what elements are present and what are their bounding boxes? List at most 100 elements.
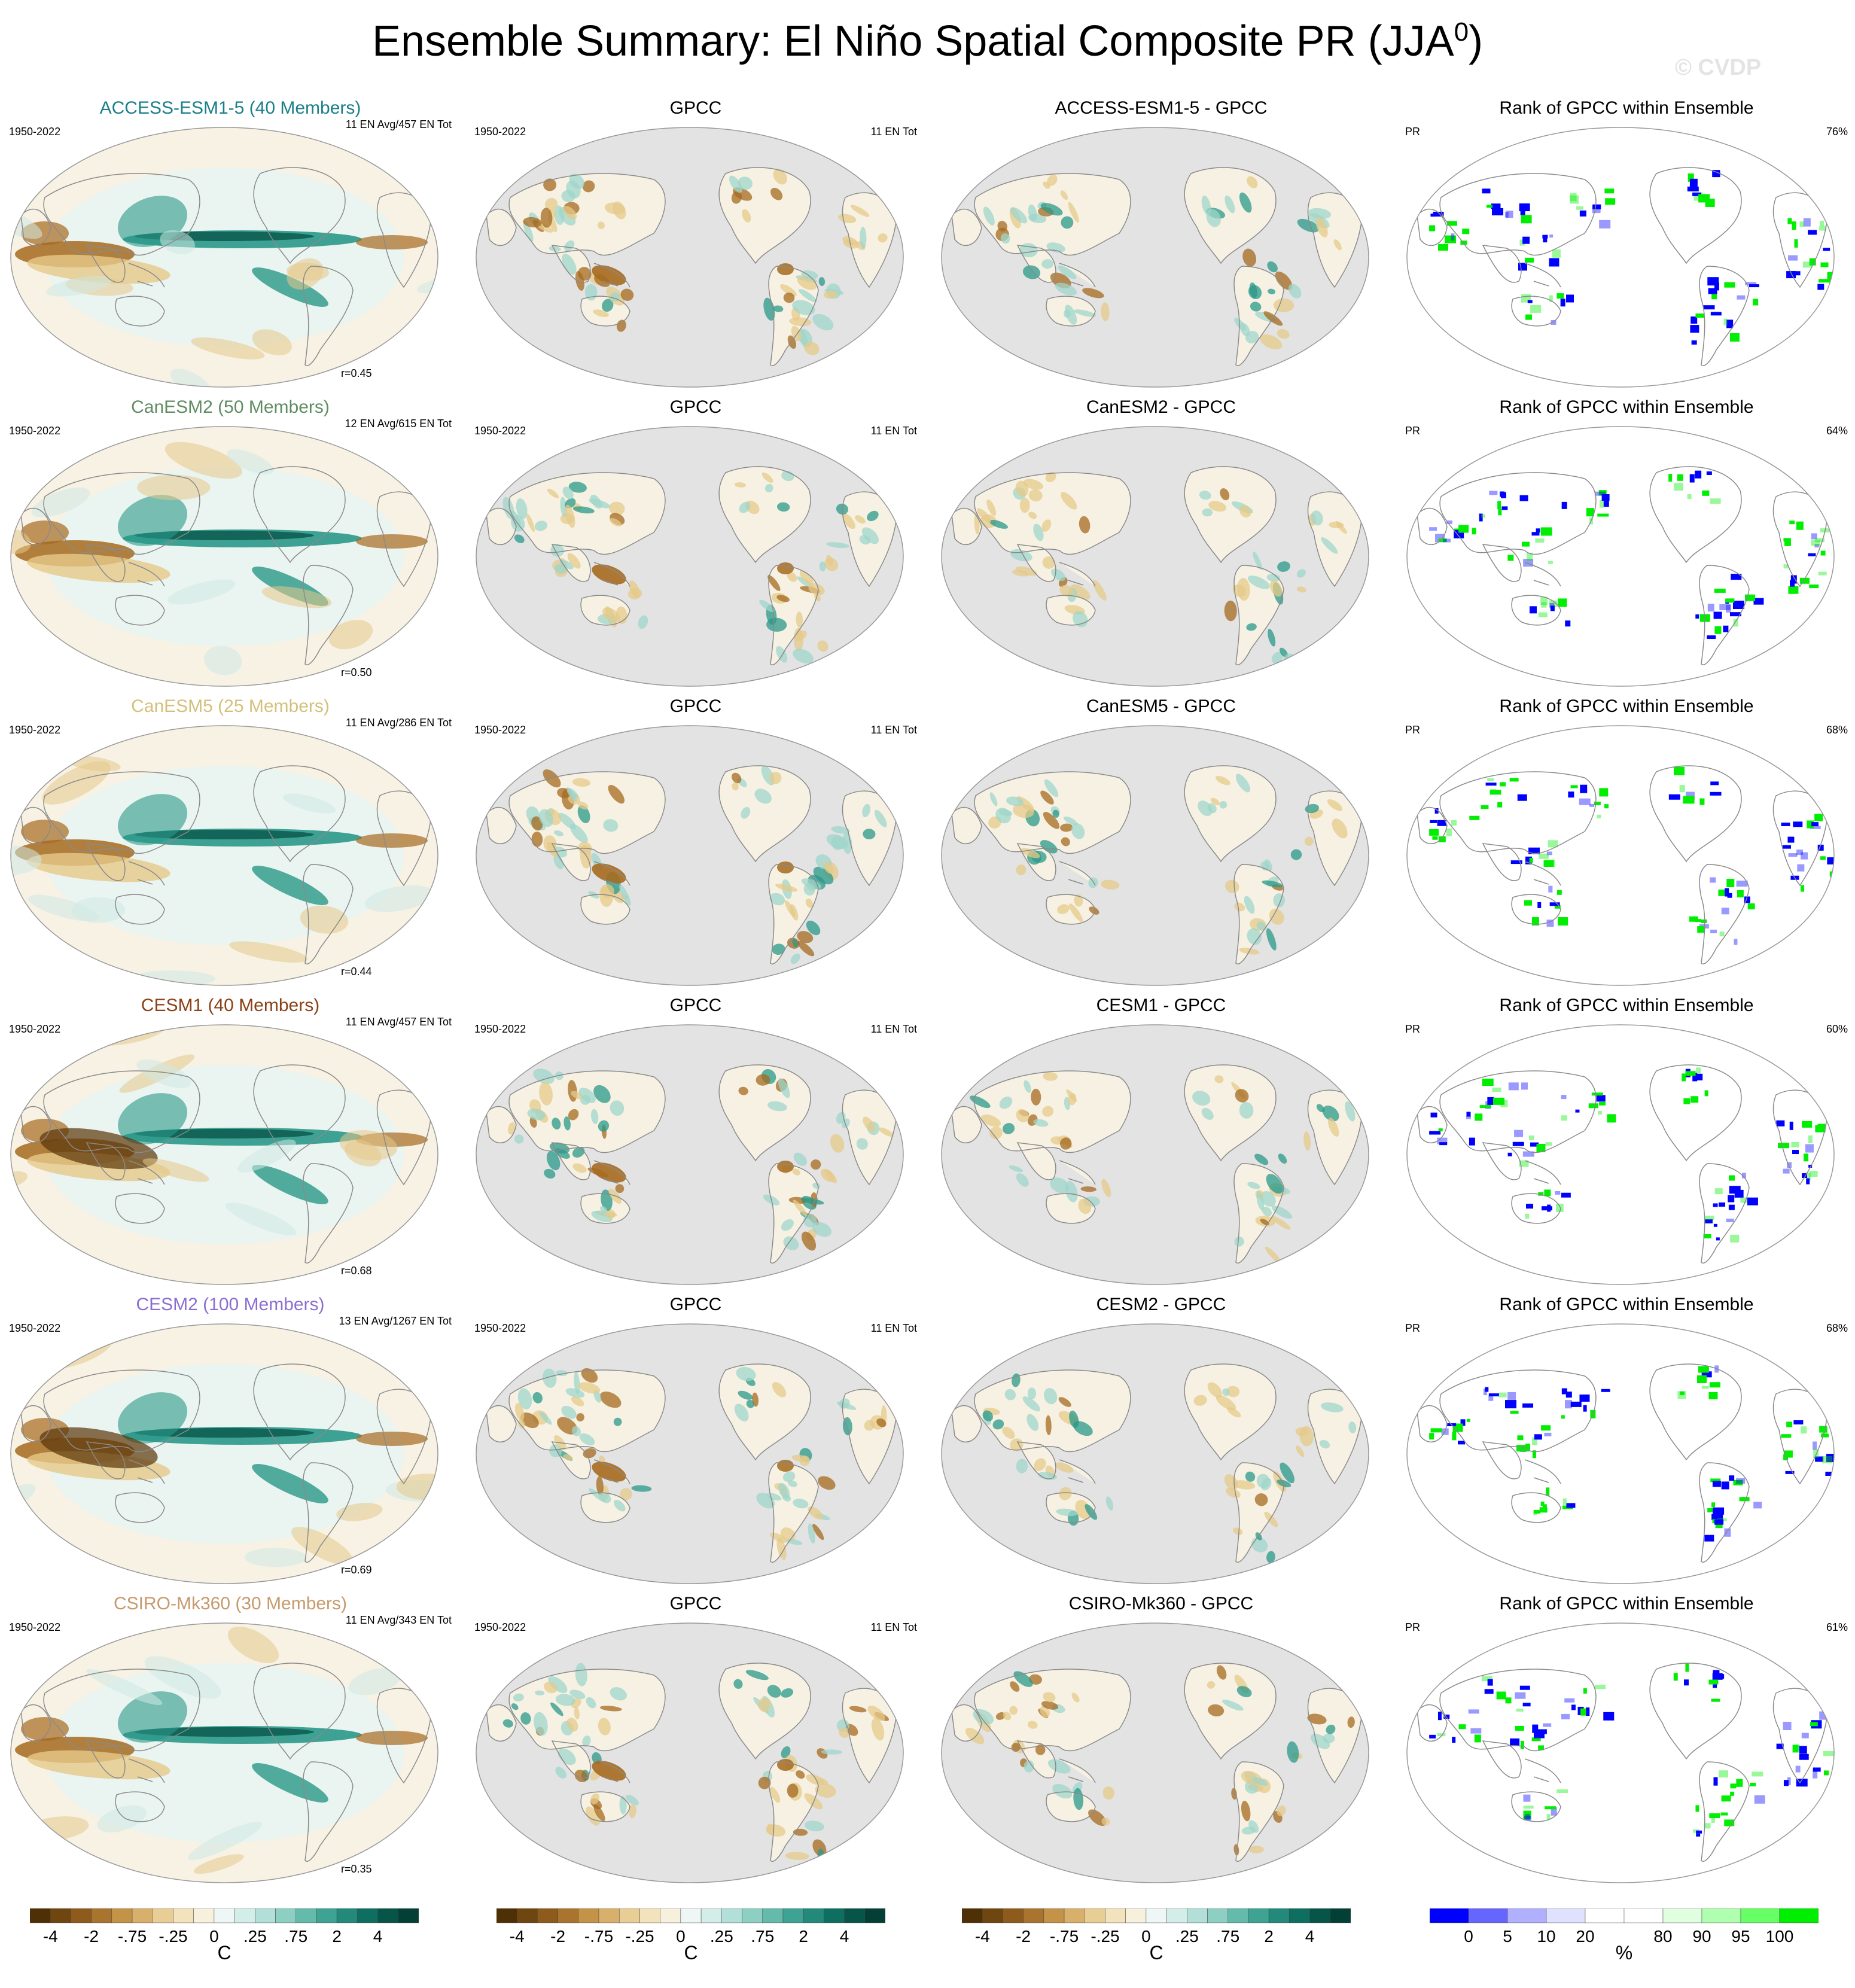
diff-1-map bbox=[941, 426, 1369, 687]
model-title-1: CanESM2 (50 Members) bbox=[131, 397, 330, 417]
rank-title-4: Rank of GPCC within Ensemble bbox=[1499, 1295, 1754, 1314]
composite-1-tick-label: 2 bbox=[332, 1927, 342, 1946]
rank-0-map bbox=[1406, 127, 1835, 388]
rank-tick-label: 20 bbox=[1576, 1927, 1594, 1946]
diff-title-2: CanESM5 - GPCC bbox=[1086, 696, 1236, 716]
pattern-correlation-3: r=0.68 bbox=[341, 1265, 372, 1277]
obs-1-map bbox=[476, 426, 904, 687]
composite-1-colorbar: -4 -2 -.75 -.25 0 .25 .75 2 4 bbox=[30, 1908, 419, 1946]
title-close: ) bbox=[1469, 17, 1484, 65]
composite-1-tick-label: -.75 bbox=[118, 1927, 147, 1946]
rank-colorbar-box bbox=[1662, 1908, 1702, 1923]
composite-2-tick-label: .25 bbox=[710, 1927, 733, 1946]
pattern-correlation-5: r=0.35 bbox=[341, 1863, 372, 1875]
land-0 bbox=[509, 473, 665, 555]
obs-title-3: GPCC bbox=[669, 995, 722, 1015]
land-7 bbox=[952, 1106, 982, 1143]
composite-3-tick-label: 4 bbox=[1305, 1927, 1315, 1946]
composite-3-colorbar-box bbox=[1289, 1908, 1310, 1923]
rank-colorbar-box bbox=[1740, 1908, 1780, 1923]
composite-3-colorbar: -4 -2 -.75 -.25 0 .25 .75 2 4 bbox=[962, 1908, 1351, 1946]
diff-title-3: CESM1 - GPCC bbox=[1096, 995, 1226, 1015]
rank-percent-5: 61% bbox=[1826, 1621, 1848, 1633]
land-7 bbox=[952, 807, 982, 844]
composite-3-colorbar-box bbox=[1043, 1908, 1065, 1923]
globe-border bbox=[941, 426, 1369, 687]
composite-2-colorbar-box bbox=[497, 1908, 517, 1923]
rank-var-5: PR bbox=[1405, 1621, 1421, 1633]
composite-3-tick-label: .75 bbox=[1216, 1927, 1239, 1946]
land-5 bbox=[1234, 864, 1284, 964]
composite-3-colorbar-box bbox=[1268, 1908, 1290, 1923]
obs-period-2: 1950-2022 bbox=[474, 724, 526, 736]
rank-tick-label: 100 bbox=[1766, 1927, 1794, 1946]
composite-1-colorbar-box bbox=[377, 1908, 399, 1923]
rank-title-0: Rank of GPCC within Ensemble bbox=[1499, 98, 1754, 118]
model-count-3: 11 EN Avg/457 EN Tot bbox=[345, 1016, 452, 1028]
globe-border bbox=[476, 1323, 904, 1584]
composite-1-colorbar-box bbox=[153, 1908, 173, 1923]
composite-2-tick-label: 4 bbox=[840, 1927, 849, 1946]
globe-border bbox=[941, 1024, 1369, 1285]
globe-background bbox=[476, 427, 903, 686]
globe-border bbox=[476, 127, 904, 388]
diff-2-map bbox=[941, 725, 1369, 986]
globe-border bbox=[476, 426, 904, 687]
land-1 bbox=[1018, 1143, 1056, 1180]
composite-2-colorbar: -4 -2 -.75 -.25 0 .25 .75 2 4 bbox=[497, 1908, 885, 1946]
rank-var-4: PR bbox=[1405, 1322, 1421, 1334]
rank-tick-label: 95 bbox=[1731, 1927, 1750, 1946]
model-1-map bbox=[10, 426, 438, 687]
cvdp-watermark: © CVDP bbox=[1675, 55, 1762, 80]
composite-3-colorbar-box bbox=[1125, 1908, 1147, 1923]
rank-colorbar-box bbox=[1701, 1908, 1741, 1923]
composite-2-colorbar-box bbox=[537, 1908, 558, 1923]
globe-background bbox=[1407, 127, 1834, 387]
composite-3-tick-label: -2 bbox=[1016, 1927, 1031, 1946]
composite-1-colorbar-box bbox=[71, 1908, 92, 1923]
obs-count-1: 11 EN Tot bbox=[870, 425, 917, 437]
composite-1-tick-label: 4 bbox=[373, 1927, 383, 1946]
rank-colorbar-box bbox=[1546, 1908, 1586, 1923]
land-4 bbox=[719, 467, 811, 562]
composite-2-tick-label: -.25 bbox=[625, 1927, 654, 1946]
land-4 bbox=[1184, 1065, 1276, 1161]
composite-3-tick-label: 2 bbox=[1264, 1927, 1274, 1946]
rank-percent-4: 68% bbox=[1826, 1322, 1848, 1334]
composite-1-tick-label: -.25 bbox=[159, 1927, 187, 1946]
composite-1-tick-label: 0 bbox=[209, 1927, 219, 1946]
land-5 bbox=[769, 1164, 818, 1264]
globe-background bbox=[1407, 726, 1834, 985]
composite-1-colorbar-box bbox=[50, 1908, 71, 1923]
diff-title-4: CESM2 - GPCC bbox=[1096, 1295, 1226, 1314]
globe-border bbox=[10, 1622, 438, 1883]
obs-period-3: 1950-2022 bbox=[474, 1023, 526, 1035]
globe-border bbox=[476, 725, 904, 986]
composite-1-colorbar-box bbox=[255, 1908, 276, 1923]
rank-percent-1: 64% bbox=[1826, 425, 1848, 437]
composite-1-colorbar-box bbox=[296, 1908, 317, 1923]
composite-3-colorbar-box bbox=[1187, 1908, 1208, 1923]
globe-background bbox=[1407, 1324, 1834, 1584]
obs-4-map bbox=[476, 1323, 904, 1584]
obs-title-5: GPCC bbox=[669, 1594, 722, 1613]
globe-border bbox=[10, 1323, 438, 1584]
diff-title-1: CanESM2 - GPCC bbox=[1086, 397, 1236, 417]
rank-colorbar-box bbox=[1585, 1908, 1625, 1923]
obs-count-5: 11 EN Tot bbox=[870, 1621, 917, 1633]
composite-2-colorbar-box bbox=[660, 1908, 681, 1923]
diff-title-5: CSIRO-Mk360 - GPCC bbox=[1068, 1594, 1254, 1613]
globe-background bbox=[476, 1025, 903, 1284]
rank-colorbar-box bbox=[1507, 1908, 1547, 1923]
obs-5-map bbox=[476, 1622, 904, 1883]
globe-background bbox=[476, 127, 903, 387]
composite-2-colorbar-box bbox=[762, 1908, 784, 1923]
composite-3-colorbar-box bbox=[982, 1908, 1003, 1923]
composite-3-colorbar-box bbox=[1207, 1908, 1228, 1923]
composite-2-colorbar-units: C bbox=[684, 1942, 698, 1963]
globe-background bbox=[1407, 1623, 1834, 1883]
page-title: Ensemble Summary: El Niño Spatial Compos… bbox=[0, 17, 1855, 66]
composite-1-colorbar-box bbox=[357, 1908, 378, 1923]
composite-3-colorbar-box bbox=[1166, 1908, 1187, 1923]
globe-background bbox=[942, 1623, 1369, 1883]
